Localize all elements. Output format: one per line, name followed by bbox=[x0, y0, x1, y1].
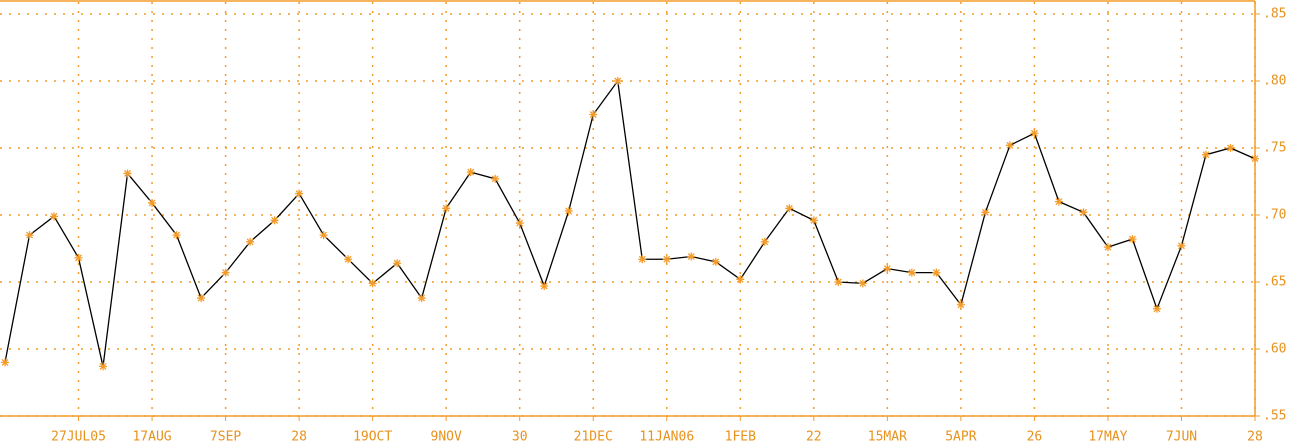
y-tick-label: .80 bbox=[1263, 74, 1286, 89]
marker bbox=[1054, 197, 1063, 206]
marker bbox=[711, 257, 720, 266]
x-tick-label: 5APR bbox=[945, 430, 976, 445]
marker bbox=[1005, 141, 1014, 150]
marker bbox=[148, 198, 157, 207]
marker bbox=[736, 275, 745, 284]
x-tick-label: 11JAN06 bbox=[639, 430, 694, 445]
marker bbox=[466, 168, 475, 177]
marker bbox=[1201, 150, 1210, 159]
marker bbox=[785, 204, 794, 213]
marker bbox=[809, 216, 818, 225]
marker bbox=[907, 268, 916, 277]
y-tick-label: .60 bbox=[1263, 342, 1286, 357]
marker bbox=[295, 189, 304, 198]
marker bbox=[638, 255, 647, 264]
marker bbox=[1128, 235, 1137, 244]
marker bbox=[344, 255, 353, 264]
marker bbox=[858, 279, 867, 288]
marker bbox=[932, 268, 941, 277]
marker bbox=[442, 204, 451, 213]
x-tick-label: 30 bbox=[512, 430, 528, 445]
x-tick-label: 7JUN bbox=[1166, 430, 1197, 445]
marker bbox=[74, 253, 83, 262]
marker bbox=[25, 231, 34, 240]
x-tick-label: 17AUG bbox=[132, 430, 171, 445]
marker bbox=[662, 255, 671, 264]
marker bbox=[393, 259, 402, 268]
marker bbox=[246, 237, 255, 246]
marker bbox=[589, 110, 598, 119]
y-tick-label: .70 bbox=[1263, 208, 1286, 223]
marker bbox=[760, 237, 769, 246]
marker bbox=[1030, 129, 1039, 138]
marker bbox=[123, 169, 132, 178]
marker bbox=[883, 264, 892, 273]
marker bbox=[687, 252, 696, 261]
marker bbox=[99, 362, 108, 371]
y-tick-label: .65 bbox=[1263, 275, 1286, 290]
x-tick-label: 7SEP bbox=[210, 430, 241, 445]
marker bbox=[1177, 241, 1186, 250]
marker bbox=[270, 216, 279, 225]
marker bbox=[368, 279, 377, 288]
x-tick-label: 15MAR bbox=[868, 430, 907, 445]
marker bbox=[1226, 144, 1235, 152]
x-tick-label: 9NOV bbox=[431, 430, 462, 445]
x-tick-label: 27JUL05 bbox=[51, 430, 106, 445]
marker bbox=[221, 268, 230, 277]
x-tick-label: 22 bbox=[806, 430, 822, 445]
marker bbox=[981, 208, 990, 217]
x-tick-label: 17MAY bbox=[1088, 430, 1127, 445]
marker bbox=[1152, 304, 1161, 313]
line bbox=[4, 79, 1256, 367]
marker bbox=[564, 206, 573, 215]
marker bbox=[172, 231, 181, 240]
x-tick-label: 28 bbox=[1247, 430, 1263, 445]
marker bbox=[515, 219, 524, 228]
marker bbox=[540, 282, 549, 291]
y-tick-label: .55 bbox=[1263, 409, 1286, 424]
x-tick-label: 28 bbox=[291, 430, 307, 445]
marker bbox=[1079, 208, 1088, 217]
marker bbox=[956, 300, 965, 309]
marker bbox=[613, 77, 622, 85]
x-tick-label: 19OCT bbox=[353, 430, 392, 445]
marker bbox=[319, 231, 328, 240]
marker bbox=[834, 278, 843, 286]
x-tick-label: 26 bbox=[1027, 430, 1043, 445]
marker bbox=[50, 212, 59, 221]
marker bbox=[417, 294, 426, 303]
marker bbox=[491, 174, 500, 183]
y-tick-label: .85 bbox=[1263, 7, 1286, 22]
marker bbox=[1251, 154, 1259, 163]
marker bbox=[1, 358, 9, 367]
y-tick-label: .75 bbox=[1263, 141, 1286, 156]
marker bbox=[197, 294, 206, 303]
x-tick-label: 1FEB bbox=[725, 430, 756, 445]
marker bbox=[1103, 243, 1112, 252]
x-tick-label: 21DEC bbox=[574, 430, 613, 445]
